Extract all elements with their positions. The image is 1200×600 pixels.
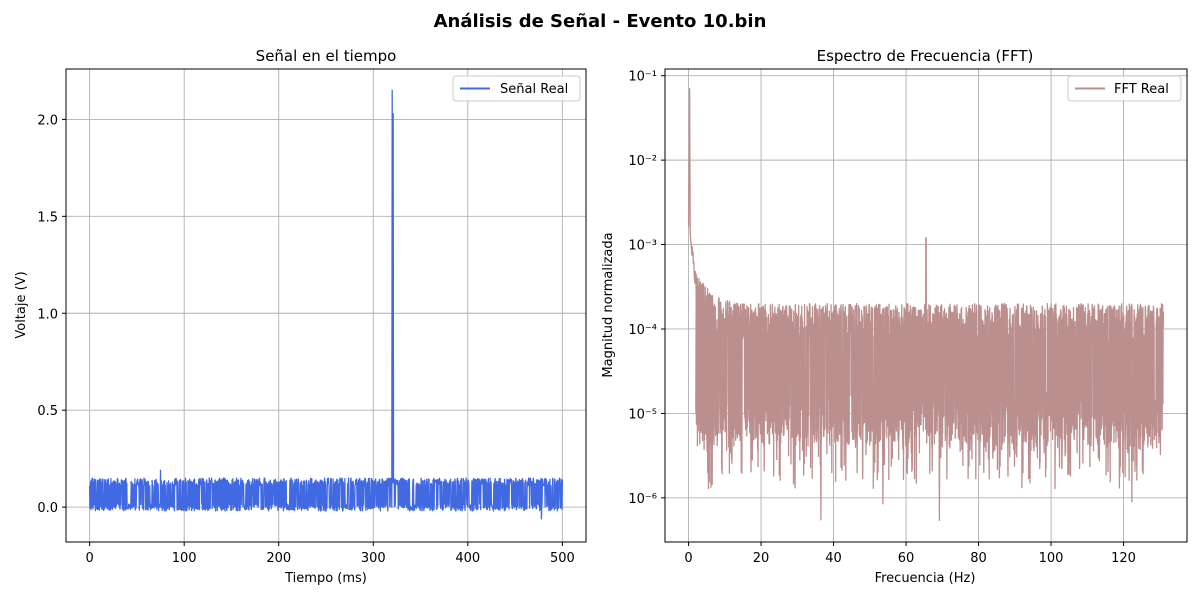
fft-y-tick-label: 10⁻¹: [628, 70, 657, 85]
time-x-tick-label: 0: [85, 551, 93, 566]
fft-spectrum-chart: Espectro de Frecuencia (FFT) 0 20 40 60 80 10…: [601, 47, 1188, 586]
time-signal-path: [88, 89, 564, 520]
time-x-tick-label: 100: [172, 551, 197, 566]
time-x-axis-label: Tiempo (ms): [284, 571, 367, 586]
fft-y-tick-label: 10⁻³: [628, 239, 657, 254]
fft-y-tick-label: 10⁻⁵: [628, 407, 657, 422]
time-legend: Señal Real: [452, 75, 581, 102]
time-y-tick-label: 2.0: [37, 113, 58, 128]
fft-y-tick-label: 10⁻²: [628, 154, 657, 169]
fft-y-tick-label: 10⁻⁶: [628, 492, 657, 507]
time-y-tick-label: 1.0: [37, 307, 58, 322]
figure-title: Análisis de Señal - Evento 10.bin: [434, 11, 767, 32]
time-x-tick-label: 500: [550, 551, 575, 566]
fft-x-tick-label: 0: [684, 551, 692, 566]
fft-series-line: [687, 88, 1165, 522]
fft-legend: FFT Real: [1067, 75, 1182, 102]
fft-x-axis-label: Frecuencia (Hz): [875, 571, 976, 586]
time-series-line: [88, 89, 564, 520]
time-chart-axes: [65, 68, 587, 543]
fft-x-tick-label: 100: [1039, 551, 1064, 566]
time-y-tick-label: 0.0: [37, 501, 58, 516]
fft-x-tick-label: 20: [753, 551, 770, 566]
fft-y-tick-label: 10⁻⁴: [628, 323, 657, 338]
time-y-tick-label: 1.5: [37, 210, 58, 225]
time-signal-chart: Señal en el tiempo 0 100 200 300 400 500 0.0 0.…: [14, 47, 587, 586]
fft-y-axis-label: Magnitud normalizada: [601, 232, 616, 377]
fft-x-tick-label: 80: [970, 551, 987, 566]
fft-chart-title: Espectro de Frecuencia (FFT): [817, 47, 1034, 65]
fft-spectrum-path: [687, 88, 1165, 522]
fft-x-tick-label: 40: [825, 551, 842, 566]
time-x-tick-label: 200: [266, 551, 291, 566]
fft-x-tick-label: 120: [1111, 551, 1136, 566]
time-x-tick-label: 300: [361, 551, 386, 566]
time-chart-title: Señal en el tiempo: [256, 47, 397, 65]
fft-chart-axes: [664, 68, 1188, 543]
time-legend-label: Señal Real: [500, 82, 568, 97]
fft-x-tick-label: 60: [898, 551, 915, 566]
time-y-axis-label: Voltaje (V): [14, 271, 29, 338]
fft-legend-label: FFT Real: [1114, 82, 1169, 97]
time-x-tick-label: 400: [455, 551, 480, 566]
time-y-tick-label: 0.5: [37, 404, 58, 419]
